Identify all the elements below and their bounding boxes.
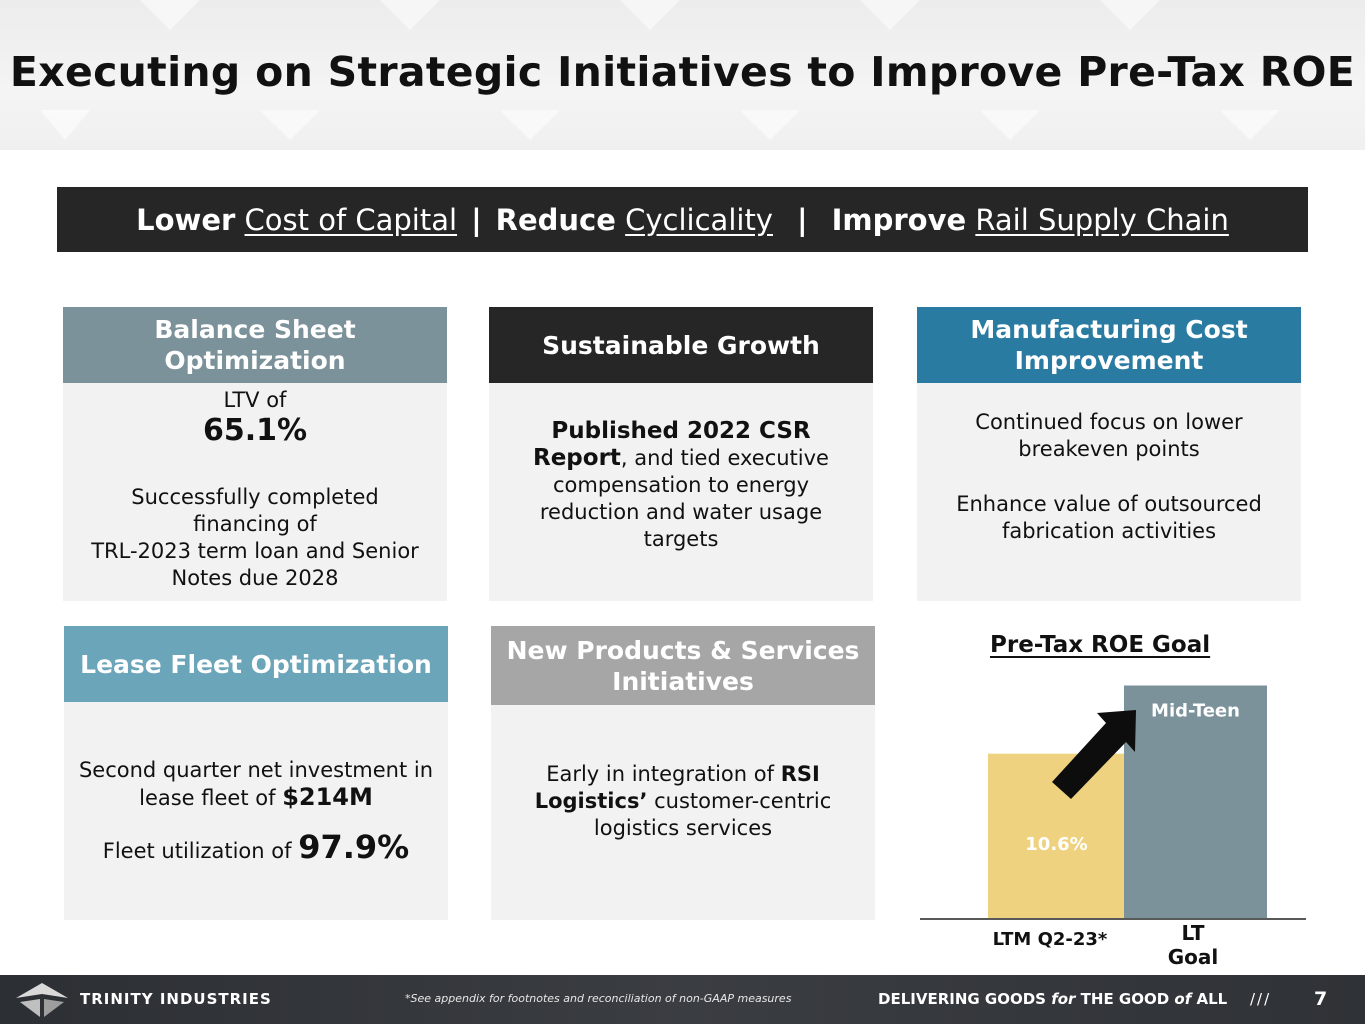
bar-1 <box>1124 685 1267 918</box>
footer-note: *See appendix for footnotes and reconcil… <box>405 992 792 1005</box>
banner-rail-supply-chain: Rail Supply Chain <box>975 202 1229 237</box>
banner-separator: | <box>796 202 808 237</box>
lease-investment-text: Second quarter net investment in lease f… <box>71 757 441 812</box>
tick-label-ltm: LTM Q2-23* <box>993 929 1108 950</box>
card-heading: Sustainable Growth <box>489 307 873 383</box>
header-pattern <box>40 0 1280 140</box>
card-lease-fleet: Lease Fleet Optimization Second quarter … <box>64 626 448 920</box>
card-new-products: New Products & Services Initiatives Earl… <box>491 626 875 920</box>
footer: TRINITY INDUSTRIES *See appendix for foo… <box>0 975 1365 1024</box>
banner-lower: Lower <box>136 202 236 237</box>
banner-cyclicality: Cyclicality <box>625 202 773 237</box>
card-sustainable-growth: Sustainable Growth Published 2022 CSR Re… <box>489 307 873 601</box>
page-title: Executing on Strategic Initiatives to Im… <box>9 48 1356 96</box>
up-arrow-icon <box>1052 710 1136 799</box>
data-label-goal: Mid-Teen <box>1151 701 1240 722</box>
ltv-value: 65.1% <box>202 413 308 448</box>
card-heading: Balance Sheet Optimization <box>63 307 447 383</box>
lease-investment-value: $214M <box>282 783 373 811</box>
tick-label-goal: LT Goal <box>1168 921 1219 969</box>
card-body: Early in integration of RSI Logistics’ c… <box>491 705 875 920</box>
card-heading: Manufacturing Cost Improvement <box>917 307 1301 383</box>
ltv-label: LTV of <box>223 388 287 412</box>
card-manufacturing: Manufacturing Cost Improvement Continued… <box>917 307 1301 601</box>
fleet-utilization-label: Fleet utilization of <box>102 839 292 863</box>
financing-text: Successfully completed financing of <box>131 485 379 536</box>
card-body: Published 2022 CSR Report, and tied exec… <box>489 383 873 601</box>
chart-title: Pre-Tax ROE Goal <box>990 632 1211 658</box>
financing-detail: TRL-2023 term loan and Senior Notes due … <box>91 539 419 590</box>
card-body: Second quarter net investment in lease f… <box>64 702 448 920</box>
growth-detail: , and tied executive compensation to ene… <box>539 445 829 551</box>
rsi-logistics-text: RSI Logistics’ <box>534 762 820 813</box>
products-text: Early in integration of RSI Logistics’ c… <box>513 761 853 842</box>
banner-separator: | <box>471 202 482 237</box>
card-heading: New Products & Services Initiatives <box>491 626 875 705</box>
data-label-ltm: 10.6% <box>1025 834 1087 855</box>
csr-report-text: Published 2022 CSR Report <box>533 417 811 471</box>
banner-cost-of-capital: Cost of Capital <box>244 202 458 237</box>
products-text-2: customer-centric logistics services <box>593 789 832 840</box>
card-body: LTV of 65.1% Successfully completed fina… <box>63 383 447 601</box>
growth-text: Published 2022 CSR Report, and tied exec… <box>511 418 851 567</box>
header-band <box>0 0 1365 150</box>
manufacturing-text-1: Continued focus on lower breakeven point… <box>975 410 1243 461</box>
footer-tagline: DELIVERING GOODS for THE GOOD of ALL <box>878 990 1228 1008</box>
banner-improve: Improve <box>831 202 967 237</box>
banner-reduce: Reduce <box>495 202 616 237</box>
footer-slashes: /// <box>1250 990 1272 1008</box>
fleet-utilization-value: 97.9% <box>298 828 410 866</box>
fleet-utilization-text: Fleet utilization of 97.9% <box>102 831 409 865</box>
strategy-banner: Lower Cost of Capital | Reduce Cyclicali… <box>57 187 1308 252</box>
products-text-1: Early in integration of <box>546 762 774 786</box>
page-number: 7 <box>1314 988 1328 1010</box>
card-body: Continued focus on lower breakeven point… <box>917 383 1301 601</box>
footer-brand: TRINITY INDUSTRIES <box>80 990 272 1008</box>
trinity-logo-icon <box>16 983 68 1017</box>
card-heading: Lease Fleet Optimization <box>64 626 448 702</box>
card-balance-sheet: Balance Sheet Optimization LTV of 65.1% … <box>63 307 447 601</box>
manufacturing-text-2: Enhance value of outsourced fabrication … <box>956 492 1262 543</box>
lease-investment-label: Second quarter net investment in lease f… <box>78 758 434 810</box>
roe-chart: 10.6% Mid-Teen LTM Q2-23* LT Goal <box>920 685 1306 969</box>
